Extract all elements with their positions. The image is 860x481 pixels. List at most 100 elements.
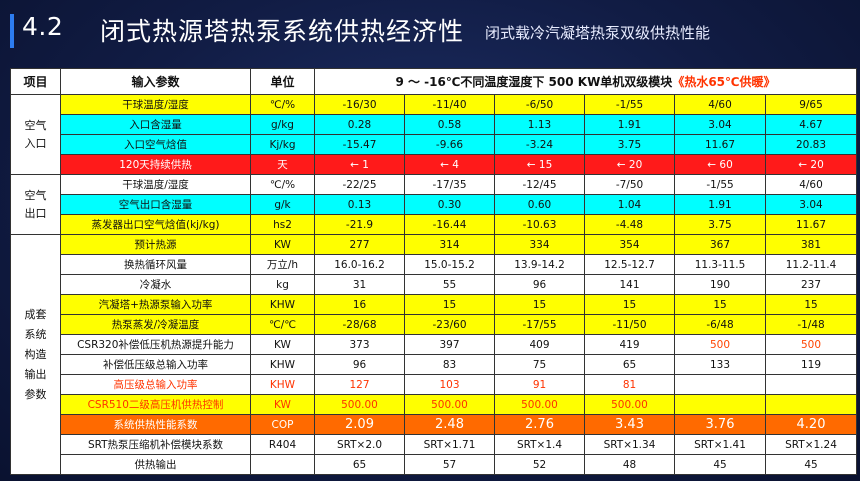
- group-system-output-label: 成套 系统 构造 输出 参数: [24, 307, 47, 401]
- row-value: 11.3-11.5: [674, 254, 766, 275]
- row-value: 31: [314, 274, 405, 295]
- row-value: 409: [494, 334, 585, 355]
- row-value: 500.00: [404, 394, 495, 415]
- accent-bar: [10, 14, 14, 48]
- row-value: 15: [584, 294, 675, 315]
- row-label: 蒸发器出口空气焓值(kj/kg): [60, 214, 251, 235]
- row-label: 空气出口含湿量: [60, 194, 251, 215]
- row-value: 3.76: [674, 414, 766, 435]
- row-value: 9/65: [765, 94, 857, 115]
- row-value: 16.0-16.2: [314, 254, 405, 275]
- row-value: 20.83: [765, 134, 857, 155]
- row-value: SRT×2.0: [314, 434, 405, 455]
- row-value: 1.91: [584, 114, 675, 135]
- row-value: 381: [765, 234, 857, 255]
- row-value: 83: [404, 354, 495, 375]
- table-row: 高压级总输入功率 KHW 127 103 91 81: [11, 374, 857, 395]
- row-value: ← 20: [765, 154, 857, 175]
- row-value: 16: [314, 294, 405, 315]
- row-value: -1/48: [765, 314, 857, 335]
- row-value: -6/50: [494, 94, 585, 115]
- table-row: CSR320补偿低压机热源提升能力 KW 373 397 409 419 500 500: [11, 334, 857, 355]
- row-value: -17/55: [494, 314, 585, 335]
- table-row: 成套 系统 构造 输出 参数 预计热源 KW 277 314 334 354 367 381: [10, 234, 857, 475]
- row-value: SRT×1.4: [494, 434, 585, 455]
- row-value: 4/60: [674, 94, 766, 115]
- table-row: 冷凝水 kg 31 55 96 141 190 237: [11, 274, 857, 295]
- row-label: 热泵蒸发/冷凝温度: [60, 314, 251, 335]
- row-unit: KW: [250, 334, 315, 355]
- row-label: 高压级总输入功率: [60, 374, 251, 395]
- row-value: 96: [494, 274, 585, 295]
- table-row: 换热循环风量 万立/h 16.0-16.2 15.0-15.2 13.9-14.2 12.…: [11, 254, 857, 275]
- row-value: 367: [674, 234, 766, 255]
- table-row: 入口含湿量 g/kg 0.28 0.58 1.13 1.91 3.04 4.67: [11, 114, 857, 135]
- row-value: 133: [674, 354, 766, 375]
- header-unit: 单位: [250, 68, 315, 95]
- table-row: 入口空气焓值 Kj/kg -15.47 -9.66 -3.24 3.75 11.67 20.8…: [11, 134, 857, 155]
- row-value: 1.04: [584, 194, 675, 215]
- row-label: 干球温度/湿度: [60, 174, 251, 195]
- row-value: 0.30: [404, 194, 495, 215]
- row-value: 81: [584, 374, 675, 395]
- row-value: 15.0-15.2: [404, 254, 495, 275]
- row-value: 1.13: [494, 114, 585, 135]
- page-subtitle: 闭式载冷汽凝塔热泵双级供热性能: [485, 24, 711, 42]
- row-value: -11/50: [584, 314, 675, 335]
- group-system-output: 成套 系统 构造 输出 参数: [10, 234, 61, 475]
- table-row: 汽凝塔+热源泵输入功率 KHW 16 15 15 15 15 15: [11, 294, 857, 315]
- table-row: 补偿低压级总输入功率 KHW 96 83 75 65 133 119: [11, 354, 857, 375]
- row-value: -1/55: [584, 94, 675, 115]
- row-value: -17/35: [404, 174, 495, 195]
- group-air-inlet: 空气 入口: [10, 94, 61, 175]
- row-value: 0.60: [494, 194, 585, 215]
- row-value: -28/68: [314, 314, 405, 335]
- row-value: -6/48: [674, 314, 766, 335]
- row-value: 0.28: [314, 114, 405, 135]
- row-value: 500.00: [494, 394, 585, 415]
- group-air-outlet: 空气 出口: [10, 174, 61, 235]
- row-label: CSR510二级高压机供热控制: [60, 394, 251, 415]
- table-row: 蒸发器出口空气焓值(kj/kg) hs2 -21.9 -16.44 -10.63 -4.4…: [11, 214, 857, 235]
- row-value: 2.76: [494, 414, 585, 435]
- row-value: 48: [584, 454, 675, 475]
- row-unit: KHW: [250, 294, 315, 315]
- row-value: -12/45: [494, 174, 585, 195]
- row-value: 11.67: [674, 134, 766, 155]
- row-label: 系统供热性能系数: [60, 414, 251, 435]
- row-value: -1/55: [674, 174, 766, 195]
- row-unit: 天: [250, 154, 315, 175]
- row-value: -11/40: [404, 94, 495, 115]
- row-label: 换热循环风量: [60, 254, 251, 275]
- row-value: -9.66: [404, 134, 495, 155]
- row-value: SRT×1.24: [765, 434, 857, 455]
- row-label: CSR320补偿低压机热源提升能力: [60, 334, 251, 355]
- row-value: [765, 374, 857, 395]
- data-table-container: 项目 输入参数 单位 9 ～ -16℃不同温度湿度下 500 KW单机双级模块《…: [10, 68, 857, 475]
- row-label: 预计热源: [60, 234, 251, 255]
- row-value: ← 20: [584, 154, 675, 175]
- row-unit: ℃/%: [250, 94, 315, 115]
- row-unit: [250, 454, 315, 475]
- group-air-inlet-label: 空气 入口: [24, 118, 47, 150]
- row-value: 3.75: [584, 134, 675, 155]
- row-value: 4.67: [765, 114, 857, 135]
- row-unit: g/kg: [250, 114, 315, 135]
- row-value: 354: [584, 234, 675, 255]
- table-row: CSR510二级高压机供热控制 KW 500.00 500.00 500.00 500.0…: [11, 394, 857, 415]
- row-value: 15: [765, 294, 857, 315]
- row-value: 4/60: [765, 174, 857, 195]
- row-unit: KW: [250, 234, 315, 255]
- row-value: 1.91: [674, 194, 766, 215]
- section-number: 4.2: [22, 12, 64, 41]
- row-label: 入口含湿量: [60, 114, 251, 135]
- row-value: 3.04: [765, 194, 857, 215]
- header-row: 项目 输入参数 单位 9 ～ -16℃不同温度湿度下 500 KW单机双级模块《…: [10, 68, 857, 95]
- page-title: 闭式热源塔热泵系统供热经济性: [100, 17, 465, 46]
- table-row: 120天持续供热天 ← 1 ← 4 ← 15 ← 20 ← 60 ← 20: [11, 154, 857, 175]
- row-value: ← 15: [494, 154, 585, 175]
- row-value: 96: [314, 354, 405, 375]
- row-value: -15.47: [314, 134, 405, 155]
- row-value: [765, 394, 857, 415]
- row-value: -23/60: [404, 314, 495, 335]
